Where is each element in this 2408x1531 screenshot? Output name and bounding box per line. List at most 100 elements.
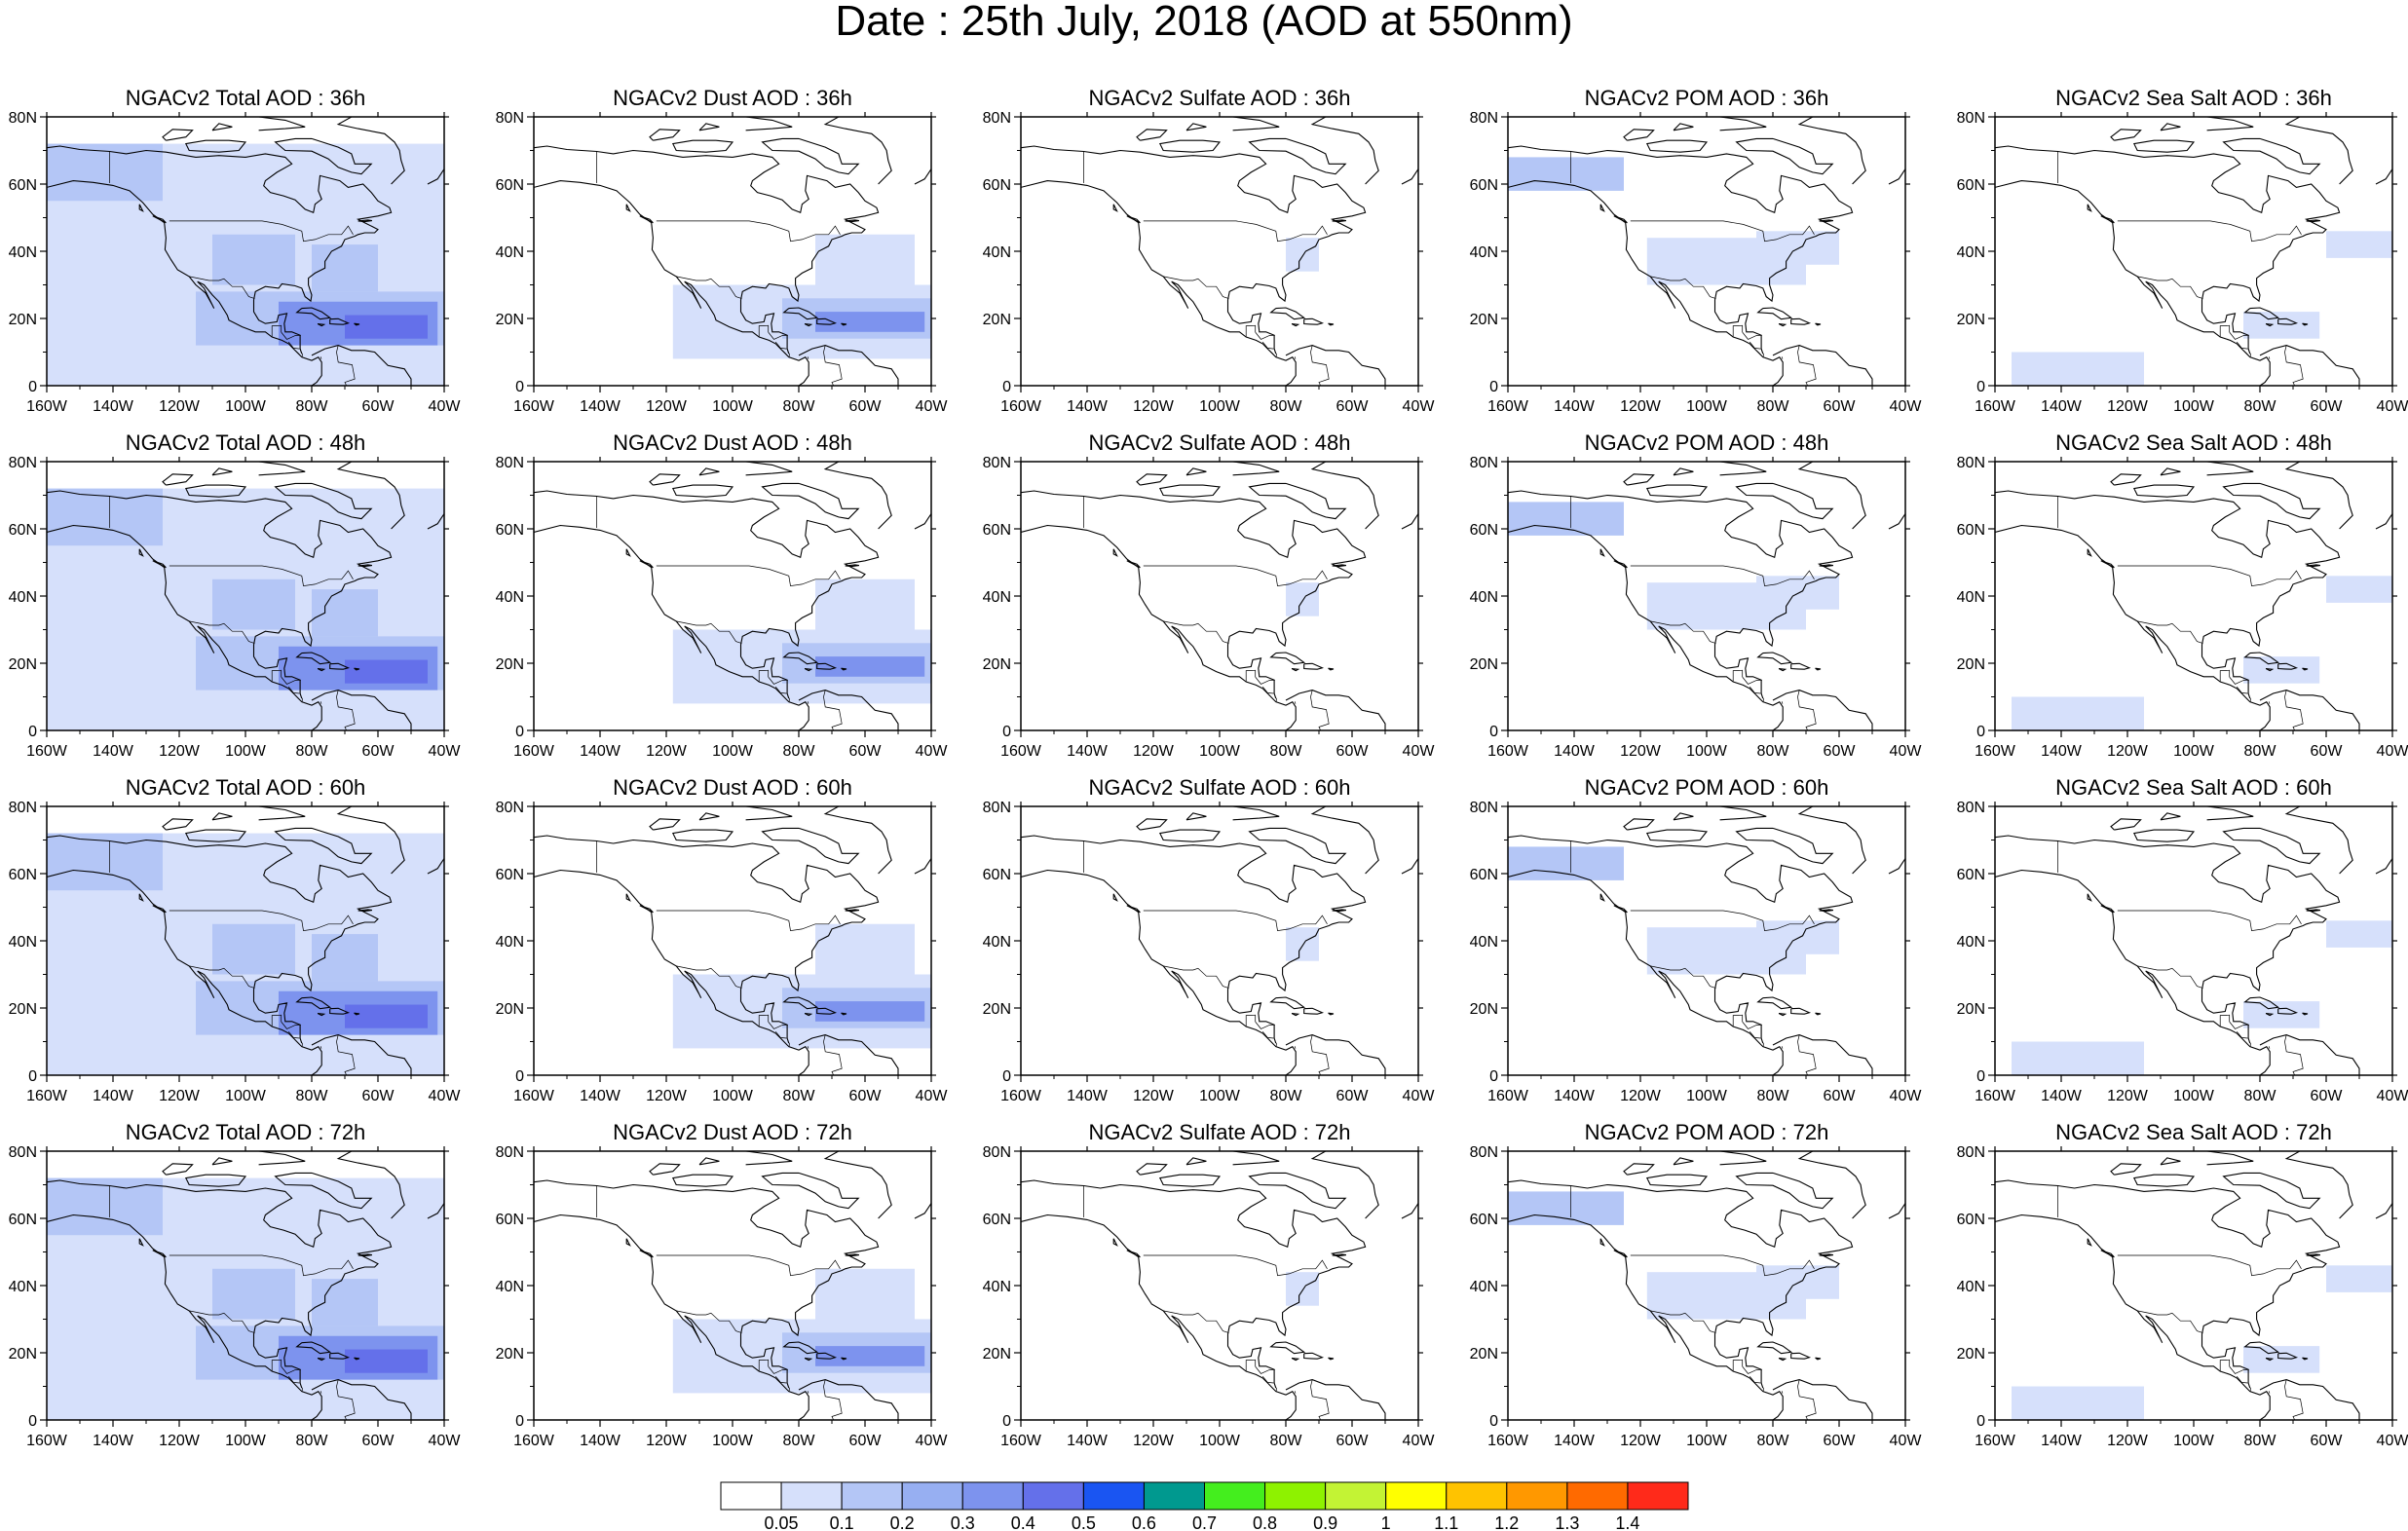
- aod-field: [1508, 806, 1905, 1075]
- coastline: [2375, 513, 2392, 530]
- coastline: [2243, 1341, 2280, 1355]
- lon-tick-label: 60W: [2311, 398, 2344, 415]
- coastline: [2206, 1151, 2254, 1166]
- lon-tick-label: 100W: [712, 1088, 754, 1104]
- coastline: [1112, 204, 1118, 212]
- country-border: [1163, 276, 1229, 299]
- country-border: [1650, 620, 1716, 644]
- coastline: [336, 806, 405, 875]
- coastline: [845, 909, 859, 913]
- lat-tick-label: 40N: [1957, 589, 1985, 606]
- panel-title: NGACv2 Sulfate AOD : 48h: [1088, 430, 1350, 455]
- lon-tick-label: 140W: [2041, 1433, 2083, 1449]
- country-border: [1143, 1254, 1328, 1277]
- lon-tick-label: 60W: [1336, 1088, 1370, 1104]
- lon-tick-label: 160W: [1000, 1433, 1042, 1449]
- coastline: [2206, 462, 2254, 476]
- lon-tick-label: 60W: [1824, 398, 1857, 415]
- country-border: [807, 356, 809, 359]
- lat-tick-label: 60N: [1957, 522, 1985, 539]
- lon-tick-label: 120W: [2107, 1433, 2149, 1449]
- lat-tick-label: 40N: [496, 244, 524, 261]
- lat-tick-label: 40N: [9, 589, 37, 606]
- country-border: [2236, 686, 2248, 694]
- colorbar-label: 1: [1381, 1513, 1391, 1531]
- country-border: [758, 1359, 770, 1371]
- coastline: [1136, 818, 1168, 831]
- colorbar-box: [1264, 1481, 1327, 1511]
- coastline: [1112, 1238, 1118, 1247]
- lon-tick-label: 100W: [1686, 743, 1728, 760]
- coastline: [1310, 806, 1379, 875]
- coastline: [1645, 484, 1709, 498]
- lon-tick-label: 140W: [580, 743, 621, 760]
- lon-tick-label: 100W: [712, 398, 754, 415]
- map-panel-pom-60h: NGACv2 POM AOD : 60h 160W 140W 120W 100W 80W 6…: [1470, 775, 1923, 1104]
- coastline: [184, 484, 247, 498]
- country-border: [1310, 1379, 1330, 1420]
- coastline: [1508, 1179, 1854, 1389]
- coastlines: [47, 806, 444, 1075]
- country-border: [1797, 1034, 1817, 1075]
- lat-tick-label: 20N: [496, 656, 524, 673]
- colorbar-label: 0.6: [1132, 1513, 1156, 1531]
- coastline: [354, 322, 360, 326]
- coastline: [329, 317, 351, 325]
- country-border: [774, 686, 787, 694]
- coastline: [258, 806, 306, 821]
- country-border: [2137, 620, 2203, 644]
- coastline: [258, 462, 306, 476]
- coastline: [1778, 1012, 1787, 1017]
- aod-field: [534, 806, 931, 1075]
- country-border: [271, 324, 282, 337]
- country-border: [1630, 1254, 1815, 1277]
- lat-tick-label: 20N: [496, 312, 524, 328]
- country-border: [189, 965, 255, 989]
- lon-tick-label: 60W: [849, 743, 883, 760]
- aod-region: [815, 579, 915, 630]
- panel-title: NGACv2 Total AOD : 48h: [126, 430, 366, 455]
- lat-tick-label: 60N: [9, 1212, 37, 1228]
- coastline: [1508, 835, 1854, 1044]
- lat-tick-label: 40N: [1957, 934, 1985, 951]
- coastline: [295, 996, 332, 1010]
- country-border: [676, 965, 742, 989]
- lat-tick-label: 20N: [1957, 656, 1985, 673]
- panel-title: NGACv2 Sea Salt AOD : 36h: [2055, 86, 2332, 110]
- coastline: [1623, 818, 1655, 831]
- colorbar-label: 0.3: [951, 1513, 975, 1531]
- country-border: [1797, 345, 1817, 386]
- country-border: [1245, 1359, 1257, 1371]
- country-border: [1650, 1310, 1716, 1333]
- coastline: [2206, 117, 2254, 131]
- coastline: [1756, 307, 1793, 320]
- aod-field: [1508, 462, 1905, 730]
- lon-tick-label: 100W: [225, 1433, 267, 1449]
- lat-tick-label: 0: [1976, 379, 1985, 395]
- aod-region: [312, 934, 378, 982]
- country-border: [1749, 341, 1761, 350]
- coastline: [336, 1151, 405, 1219]
- coastline: [1285, 345, 1386, 386]
- coastline: [761, 827, 860, 865]
- coastline: [2375, 168, 2392, 185]
- coastline: [2302, 1357, 2309, 1361]
- coastline: [1772, 1034, 1873, 1075]
- country-border: [2219, 324, 2231, 337]
- lat-tick-label: 80N: [1957, 1144, 1985, 1161]
- coastline: [1613, 1250, 1628, 1258]
- coastline: [1136, 473, 1168, 486]
- lon-tick-label: 100W: [1199, 1433, 1241, 1449]
- coastline: [845, 1253, 859, 1257]
- coastline: [782, 652, 819, 665]
- lon-tick-label: 80W: [1270, 1433, 1303, 1449]
- coastline: [1623, 473, 1655, 486]
- lon-tick-label: 160W: [1975, 743, 2016, 760]
- aod-field: [47, 806, 444, 1075]
- lon-tick-label: 160W: [513, 743, 555, 760]
- map-panel-total-48h: NGACv2 Total AOD : 48h 160W 140W 120W 100W 80…: [9, 430, 462, 760]
- lon-tick-label: 120W: [159, 1433, 201, 1449]
- coastline: [1797, 1151, 1866, 1219]
- coastline: [1819, 564, 1833, 568]
- coastline: [1819, 219, 1833, 223]
